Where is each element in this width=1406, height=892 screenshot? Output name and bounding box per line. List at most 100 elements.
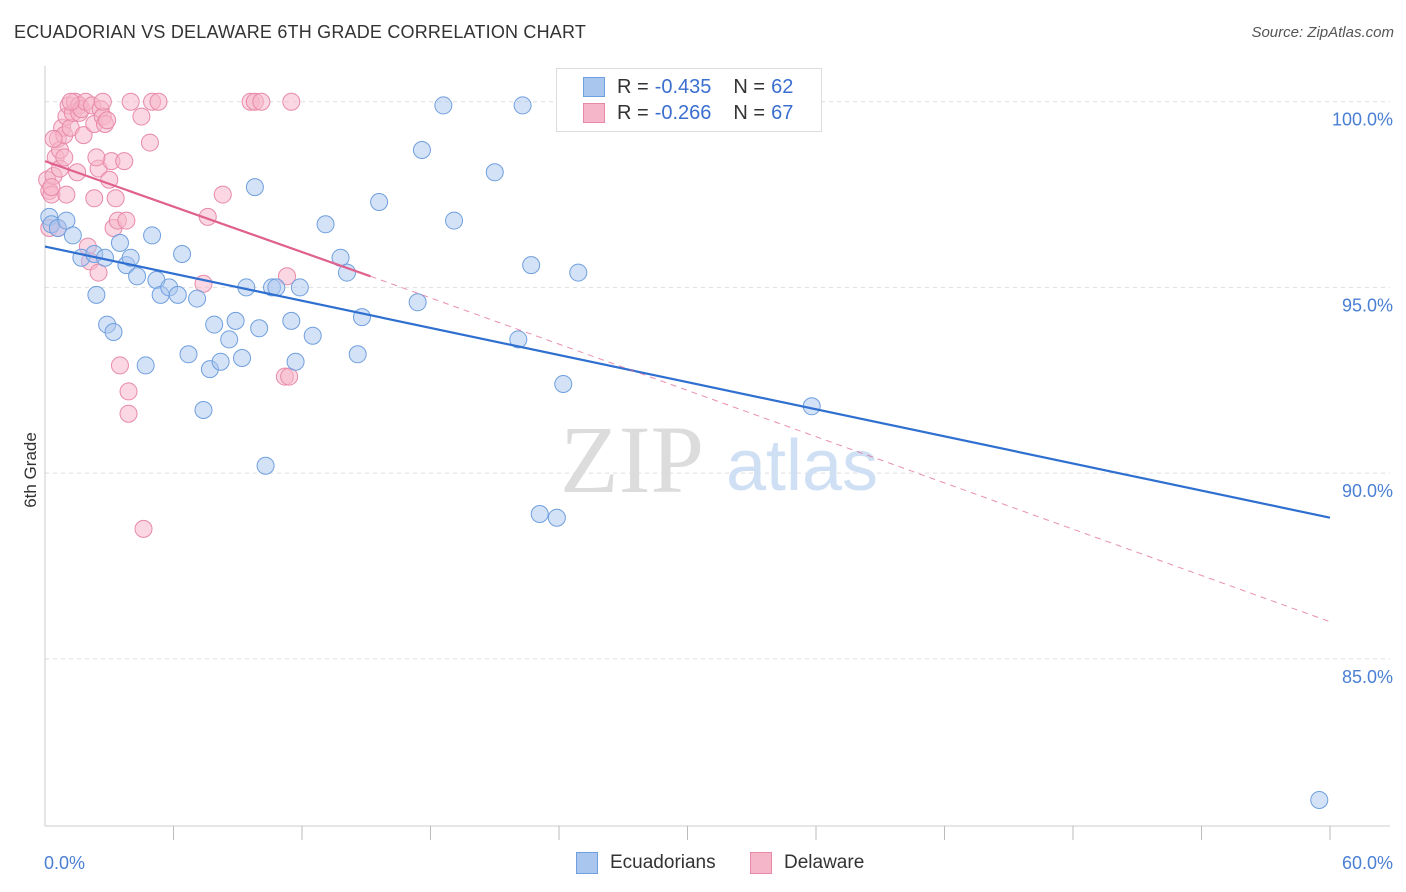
r-label: R = (617, 101, 649, 124)
ecuadorians-point[interactable] (245, 178, 264, 197)
delaware-trend-extension (370, 275, 1331, 623)
delaware-point[interactable] (106, 189, 125, 208)
delaware-point[interactable] (121, 92, 140, 111)
ecuadorians-point[interactable] (434, 96, 453, 115)
ecuadorians-point[interactable] (445, 211, 464, 230)
stats-legend: R = -0.435 N = 62 R = -0.266 N = 67 (556, 68, 822, 132)
delaware-point[interactable] (42, 178, 61, 197)
x-tick-label: 0.0% (44, 853, 85, 873)
delaware-point[interactable] (87, 148, 106, 167)
ecuadorians-legend-swatch (576, 852, 598, 874)
source-credit: Source: ZipAtlas.com (1251, 24, 1394, 41)
delaware-legend-swatch (750, 852, 772, 874)
ecuadorians-point[interactable] (211, 352, 230, 371)
delaware-trend-line (44, 160, 371, 278)
ecuadorians-point[interactable] (57, 211, 76, 230)
ecuadorians-point[interactable] (290, 278, 309, 297)
delaware-point[interactable] (74, 126, 93, 145)
series-legend: Ecuadorians Delaware (0, 852, 1406, 878)
y-tick-label: 100.0% (1332, 110, 1393, 130)
delaware-point[interactable] (149, 92, 168, 111)
ecuadorians-point[interactable] (569, 263, 588, 282)
chart-title: ECUADORIAN VS DELAWARE 6TH GRADE CORRELA… (14, 22, 587, 42)
ecuadorians-point[interactable] (250, 319, 269, 338)
ecuadorians-point[interactable] (547, 508, 566, 527)
watermark-atlas: atlas (726, 426, 878, 506)
y-tick-label: 95.0% (1342, 295, 1393, 315)
ecuadorians-point[interactable] (522, 256, 541, 275)
delaware-point[interactable] (110, 356, 129, 375)
ecuadorians-point[interactable] (316, 215, 335, 234)
delaware-point[interactable] (252, 92, 271, 111)
r-value: -0.266 (654, 101, 712, 124)
ecuadorians-point[interactable] (226, 311, 245, 330)
x-tick-label: 60.0% (1342, 853, 1393, 873)
delaware-point[interactable] (119, 404, 138, 423)
delaware-point[interactable] (278, 267, 297, 286)
delaware-point[interactable] (98, 111, 117, 130)
ecuadorians-point[interactable] (1310, 791, 1329, 809)
n-label: N = (733, 75, 766, 98)
ecuadorians-point[interactable] (136, 356, 155, 375)
ecuadorians-point[interactable] (128, 267, 147, 286)
delaware-point[interactable] (119, 382, 138, 401)
ecuadorians-point[interactable] (530, 505, 549, 523)
ecuadorians-point[interactable] (205, 315, 224, 334)
n-label: N = (733, 101, 766, 124)
delaware-point[interactable] (61, 92, 80, 111)
r-value: -0.435 (654, 75, 712, 98)
legend-item-ecuadorians[interactable]: Ecuadorians (576, 852, 716, 874)
ecuadorians-point[interactable] (173, 245, 192, 263)
ecuadorians-swatch (583, 77, 605, 97)
y-axis-label: 6th Grade (21, 432, 40, 508)
delaware-point[interactable] (115, 152, 134, 171)
delaware-point[interactable] (93, 92, 112, 111)
ecuadorians-point[interactable] (282, 311, 301, 330)
delaware-point[interactable] (55, 148, 74, 167)
y-tick-label: 90.0% (1342, 481, 1393, 501)
ecuadorians-point[interactable] (194, 401, 213, 419)
x-tick-labels: 0.0% 60.0% (44, 853, 1393, 873)
ecuadorians-point[interactable] (412, 141, 431, 159)
ecuadorians-point[interactable] (286, 352, 305, 371)
ecuadorians-point[interactable] (233, 349, 252, 367)
ecuadorians-point[interactable] (408, 293, 427, 312)
delaware-point[interactable] (132, 107, 151, 126)
ecuadorians-point[interactable] (121, 248, 140, 267)
ecuadorians-point[interactable] (513, 96, 532, 115)
n-value: 67 (771, 101, 794, 124)
delaware-point[interactable] (85, 189, 104, 208)
delaware-point[interactable] (44, 129, 63, 148)
ecuadorians-point[interactable] (110, 233, 129, 252)
ecuadorians-point[interactable] (303, 326, 322, 345)
ecuadorians-point[interactable] (143, 226, 162, 245)
stats-row-ecuadorians: R = -0.435 N = 62 (583, 75, 793, 99)
ecuadorians-point[interactable] (188, 289, 207, 308)
ecuadorians-point[interactable] (63, 226, 82, 245)
ecuadorians-point[interactable] (509, 330, 528, 349)
ecuadorians-point[interactable] (168, 285, 187, 304)
delaware-point[interactable] (134, 519, 153, 538)
ecuadorians-point[interactable] (87, 285, 106, 304)
ecuadorians-trend-line (44, 245, 1331, 519)
ecuadorians-point[interactable] (104, 323, 123, 341)
ecuadorians-point[interactable] (485, 163, 504, 182)
delaware-point[interactable] (282, 92, 301, 111)
ecuadorians-point[interactable] (370, 193, 389, 211)
legend-item-delaware[interactable]: Delaware (750, 852, 864, 874)
ecuadorians-point[interactable] (220, 330, 239, 349)
delaware-point[interactable] (140, 133, 159, 152)
delaware-point[interactable] (213, 185, 232, 204)
watermark-zip: ZIP (560, 406, 704, 513)
legend-label: Ecuadorians (610, 852, 716, 873)
ecuadorians-point[interactable] (256, 456, 275, 475)
ecuadorians-point[interactable] (348, 345, 367, 364)
delaware-point[interactable] (57, 185, 76, 204)
delaware-point[interactable] (89, 263, 108, 282)
ecuadorians-point[interactable] (179, 345, 198, 364)
delaware-point[interactable] (117, 211, 136, 230)
legend-label: Delaware (784, 852, 865, 873)
delaware-point[interactable] (280, 367, 299, 386)
ecuadorians-point[interactable] (554, 375, 573, 393)
